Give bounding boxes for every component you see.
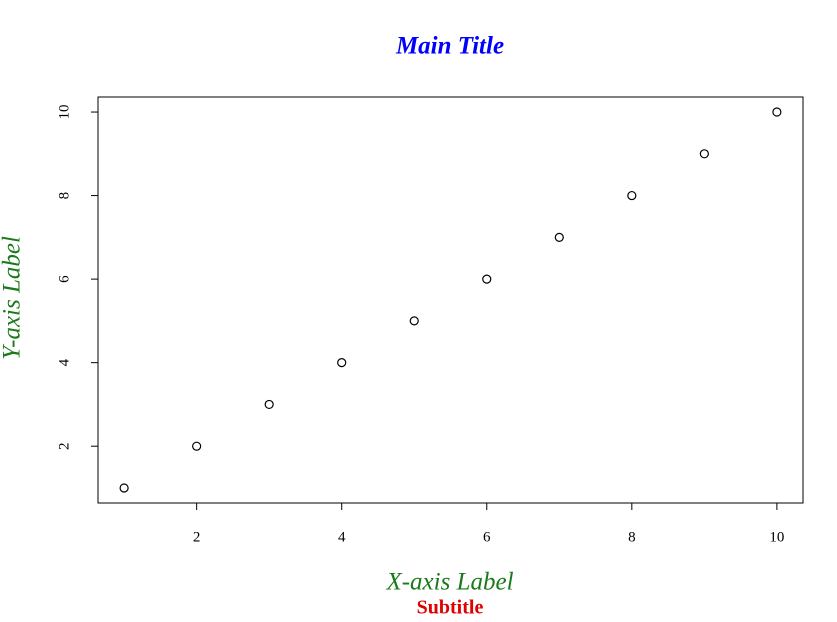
plot-frame [97,96,804,504]
chart-title: Main Title [395,33,504,60]
point [627,190,637,201]
x-tick-label: 2 [193,529,201,545]
x-axis-label: X-axis Label [385,569,513,596]
point [119,483,129,493]
point [337,358,347,368]
y-tick-label: 4 [56,358,72,366]
x-tick-label: 4 [338,529,346,545]
x-tick-label: 10 [769,529,784,545]
y-tick-label: 8 [56,192,72,200]
x-tick-label: 6 [483,529,491,545]
point [264,399,274,410]
y-axis-label: Y-axis Label [0,236,26,360]
y-tick-label: 2 [56,442,72,450]
x-tick-label: 8 [628,529,636,545]
point [482,274,492,284]
point [554,232,564,242]
y-tick-label: 10 [56,105,72,120]
point [699,149,709,159]
y-tick-label: 6 [56,275,72,283]
point [192,441,202,451]
point [772,107,782,117]
subtitle: Subtitle [417,597,484,619]
point [409,316,419,326]
